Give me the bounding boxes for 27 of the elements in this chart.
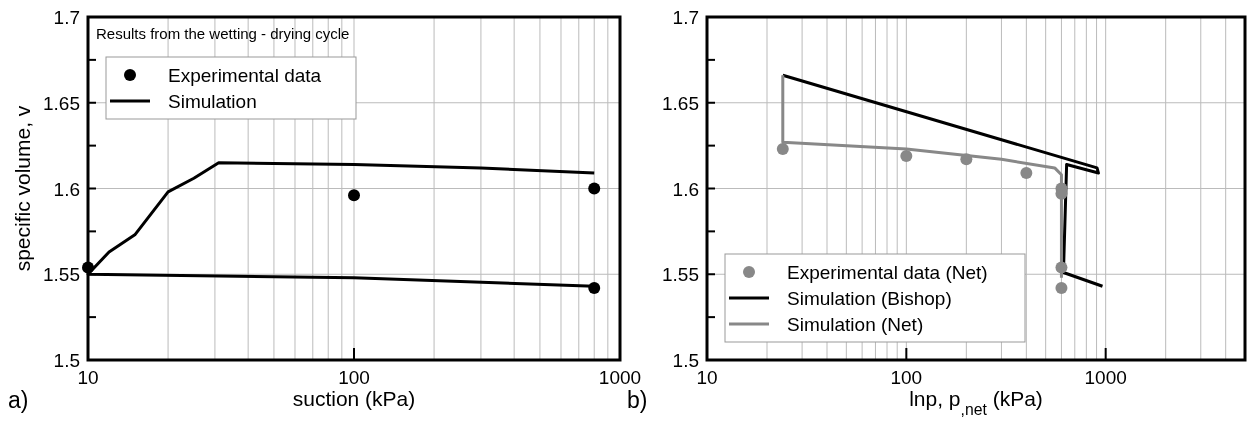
y-tick-label: 1.5	[53, 350, 80, 371]
x-tick-label: 10	[77, 367, 99, 388]
legend-label: Simulation	[168, 91, 257, 112]
y-tick-label: 1.65	[43, 92, 80, 114]
x-tick-label: 1000	[598, 367, 642, 388]
annotation: Results from the wetting - drying cycle	[96, 25, 350, 42]
legend-label: Simulation (Bishop)	[787, 288, 952, 309]
y-tick-label: 1.6	[672, 178, 699, 200]
legend-label: Simulation (Net)	[787, 314, 924, 335]
x-tick-label: 100	[338, 367, 370, 388]
y-tick-label: 1.7	[672, 7, 699, 28]
x-axis-title: lnp, p$_{,net}$ (kPa)	[909, 387, 1043, 418]
y-tick-label: 1.5	[672, 350, 699, 371]
y-tick-label: 1.65	[662, 92, 699, 114]
y-tick-label: 1.55	[43, 264, 80, 286]
text: b)	[627, 387, 648, 413]
legend-label: Experimental data (Net)	[787, 262, 988, 283]
x-tick-label: 1000	[1084, 367, 1127, 388]
x-tick-label: 10	[696, 367, 718, 388]
y-tick-label: 1.7	[53, 7, 80, 28]
x-tick-label: 100	[890, 367, 923, 388]
text: a)	[8, 387, 29, 413]
x-axis-title: suction (kPa)	[292, 387, 416, 410]
y-tick-label: 1.6	[53, 178, 80, 200]
y-axis-title: specific volume, v	[11, 105, 34, 272]
legend-label: Experimental data	[168, 65, 322, 86]
y-tick-label: 1.55	[662, 264, 699, 286]
